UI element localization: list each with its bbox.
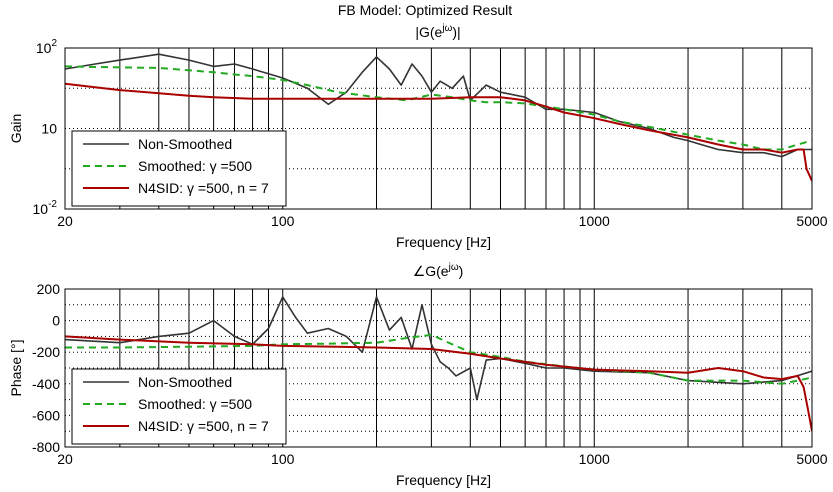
x-tick-label: 1000 (579, 451, 610, 467)
figure-title: FB Model: Optimized Result (338, 2, 512, 18)
y-tick-label: -600 (32, 407, 60, 423)
series-line-n4sid (65, 335, 812, 432)
y-tick-label: 200 (37, 281, 61, 297)
phase-plot: 20 100 1000 5000 200 0 -200 -400 -600 -800 Frequen… (8, 262, 828, 488)
x-tick-label: 5000 (796, 213, 827, 229)
y-axis-label: Phase [°] (8, 340, 24, 397)
x-tick-label: 20 (57, 213, 73, 229)
legend-entry: Smoothed: γ =500 (138, 396, 252, 412)
legend-entry: Non-Smoothed (138, 374, 232, 390)
y-axis-label: Gain (8, 114, 24, 144)
legend: Non-Smoothed Smoothed: γ =500 N4SID: γ =50… (71, 368, 287, 445)
series-line-smoothed (65, 65, 812, 151)
subplot-title: ∠G(ejω) (413, 262, 464, 279)
y-tick-label: 10-2 (33, 199, 58, 217)
y-tick-label: 102 (36, 38, 58, 56)
x-tick-label: 1000 (579, 213, 610, 229)
gain-plot: 20 100 1000 5000 102 10 10-2 Frequency [Hz] Gain… (8, 23, 828, 250)
x-tick-label: 100 (271, 451, 295, 467)
legend-entry: N4SID: γ =500, n = 7 (138, 180, 269, 196)
axes-frame (64, 288, 813, 448)
x-tick-label: 100 (271, 213, 295, 229)
x-tick-label: 20 (57, 451, 73, 467)
legend-entry: Smoothed: γ =500 (138, 158, 252, 174)
series-line-n4sid (65, 82, 812, 182)
y-tick-label: 10 (41, 121, 57, 137)
x-axis-label: Frequency [Hz] (396, 234, 491, 250)
subplot-title: |G(ejω)| (415, 23, 460, 40)
series-line-non-smoothed (65, 296, 812, 401)
axes-frame (64, 47, 813, 210)
y-tick-label: 0 (52, 313, 60, 329)
y-tick-label: -400 (32, 376, 60, 392)
legend-entry: Non-Smoothed (138, 136, 232, 152)
x-axis-label: Frequency [Hz] (396, 472, 491, 488)
legend-entry: N4SID: γ =500, n = 7 (138, 418, 269, 434)
series-line-non-smoothed (65, 53, 812, 158)
y-tick-label: -800 (32, 439, 60, 455)
legend: Non-Smoothed Smoothed: γ =500 N4SID: γ =50… (71, 130, 287, 207)
x-tick-label: 5000 (796, 451, 827, 467)
y-tick-label: -200 (32, 344, 60, 360)
